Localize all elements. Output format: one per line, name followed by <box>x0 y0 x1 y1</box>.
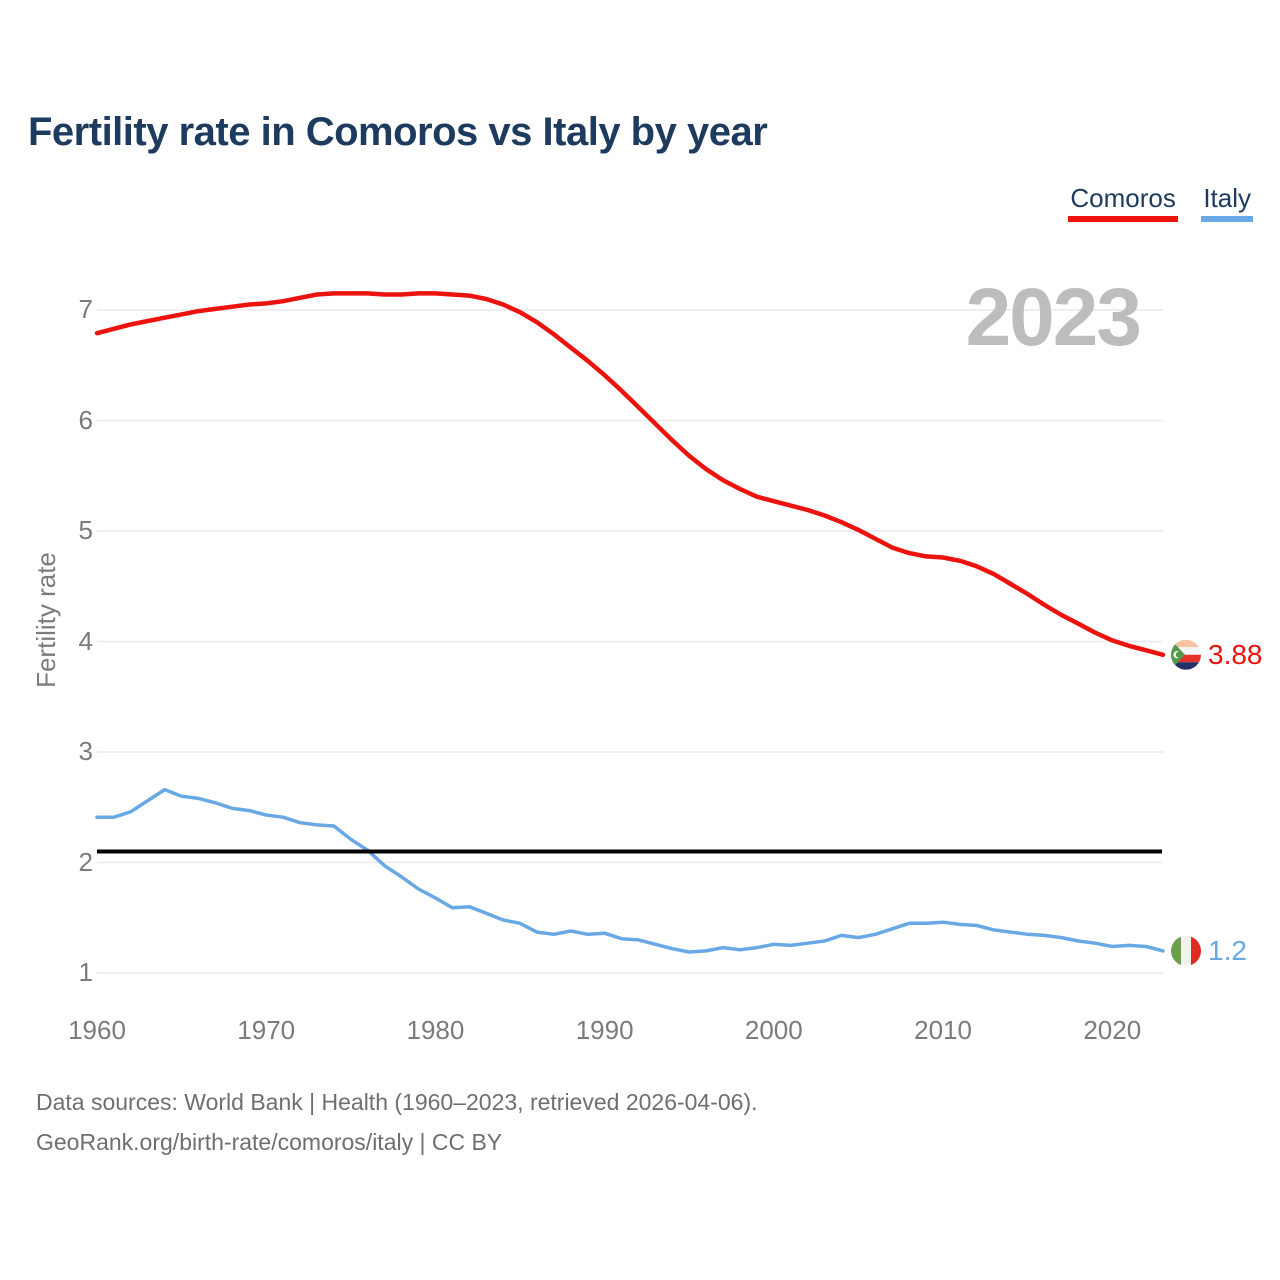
y-tick-label: 3 <box>78 736 93 766</box>
footer-attribution-line: GeoRank.org/birth-rate/comoros/italy | C… <box>36 1129 503 1155</box>
italy-flag-icon <box>1171 935 1201 966</box>
gridlines <box>97 309 1163 974</box>
comoros-flag-icon <box>1171 639 1201 670</box>
italy-end-value: 1.2 <box>1208 934 1247 966</box>
legend-item-italy[interactable]: Italy <box>1201 184 1253 222</box>
x-tick-label: 1980 <box>406 1015 465 1045</box>
footer: Data sources: World Bank | Health (1960–… <box>36 1082 758 1162</box>
y-tick-label: 1 <box>78 957 93 987</box>
y-tick-label: 2 <box>78 846 93 877</box>
x-tick-label: 2000 <box>744 1015 803 1045</box>
legend-item-comoros[interactable]: Comoros <box>1068 184 1178 222</box>
series-lines <box>94 291 1166 954</box>
italy-line[interactable] <box>95 787 1165 954</box>
x-tick-label: 1960 <box>68 1015 126 1045</box>
legend: Comoros Italy <box>1049 184 1253 222</box>
comoros-line[interactable] <box>94 291 1166 658</box>
y-tick-label: 7 <box>78 294 93 324</box>
x-tick-label: 2010 <box>914 1015 972 1045</box>
x-tick-label: 1990 <box>575 1015 634 1045</box>
y-tick-label: 4 <box>78 625 93 656</box>
footer-source-line: Data sources: World Bank | Health (1960–… <box>36 1089 758 1115</box>
y-tick-label: 5 <box>78 515 93 545</box>
watermark-year: 2023 <box>966 272 1140 363</box>
x-tick-label: 1970 <box>237 1015 296 1045</box>
y-tick-label: 6 <box>78 404 93 435</box>
page-title: Fertility rate in Comoros vs Italy by ye… <box>28 110 768 154</box>
x-tick-label: 2020 <box>1083 1015 1142 1045</box>
comoros-end-value: 3.88 <box>1208 638 1263 670</box>
